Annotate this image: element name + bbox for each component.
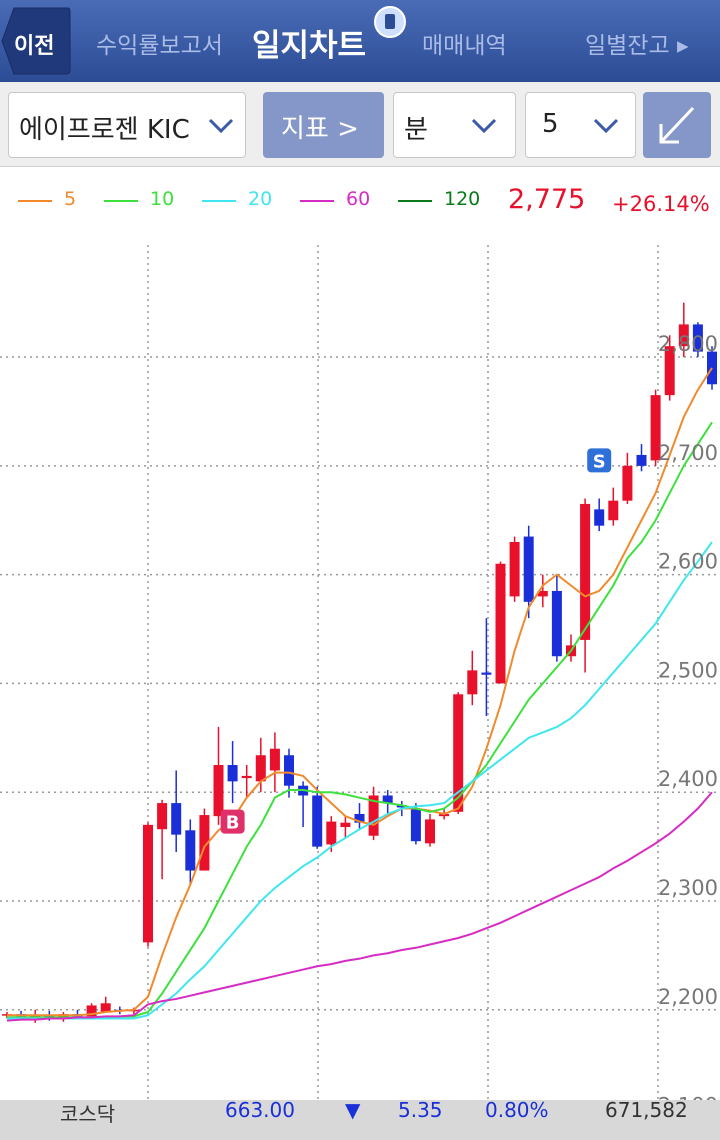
candle-body <box>143 824 153 943</box>
back-button-shape[interactable] <box>0 6 72 76</box>
chevron <box>593 118 619 134</box>
tab[interactable]: 매매내역 <box>422 33 507 59</box>
candle-body <box>213 765 224 817</box>
y-tick-label: 2,700 <box>658 441 718 465</box>
market-arrow: ▼ <box>345 1098 361 1122</box>
legend-swatch <box>18 200 52 202</box>
back-button[interactable]: 이전 <box>14 34 55 59</box>
y-tick-label: 2,200 <box>658 985 718 1009</box>
candle-body <box>368 795 379 836</box>
indicator-button[interactable]: 지표 > <box>263 92 384 158</box>
ma-line <box>7 421 713 1019</box>
chevron <box>208 118 234 134</box>
candle-body <box>241 775 252 779</box>
tab[interactable]: 일별잔고 ▸ <box>585 33 689 59</box>
candle-body <box>678 324 689 347</box>
candle-body <box>608 500 619 521</box>
candle-body <box>481 672 492 675</box>
candle-body <box>425 819 435 844</box>
unit-label: 분 <box>404 115 428 145</box>
candle-body <box>439 813 450 817</box>
candle-body <box>44 1015 55 1018</box>
candle-body <box>269 748 280 771</box>
chart: 2,1002,2002,3002,4002,5002,6002,7002,800… <box>0 245 720 1113</box>
candle-body <box>312 795 323 847</box>
chevron <box>471 118 497 134</box>
candle-body <box>664 346 675 396</box>
y-tick-label: 2,400 <box>658 767 718 791</box>
candle-body <box>453 694 464 812</box>
candle-body <box>255 755 266 782</box>
expand-icon <box>659 106 695 144</box>
y-tick-label: 2,800 <box>658 332 718 356</box>
legend-swatch <box>104 200 138 202</box>
legend-swatch <box>398 200 432 202</box>
market-value: 663.00 <box>225 1098 295 1122</box>
market-change: 5.35 <box>398 1098 443 1122</box>
candle-body <box>537 590 548 597</box>
trade-marker <box>587 448 612 473</box>
candle-body <box>326 821 337 845</box>
candle-body <box>157 803 168 830</box>
ma-line <box>6 791 713 1022</box>
legend-label: 120 <box>444 188 481 210</box>
change-rate: +26.14% <box>612 192 710 216</box>
market-rate: 0.80% <box>485 1098 549 1122</box>
trade-marker <box>220 809 245 834</box>
candle-body <box>509 542 520 597</box>
candle-body <box>523 536 534 602</box>
candle-body <box>650 395 661 461</box>
trade-marker-label: B <box>226 813 240 834</box>
candle-body <box>396 805 407 808</box>
candle-body <box>185 830 196 871</box>
legend-label: 5 <box>64 188 77 210</box>
stock-select[interactable]: 에이프로젠 KIC <box>8 92 246 158</box>
ma-line <box>7 541 713 1020</box>
market-volume: 671,582 <box>605 1098 688 1122</box>
candle-body <box>284 755 294 786</box>
y-tick-label: 2,600 <box>658 550 718 574</box>
candle-body <box>382 795 393 804</box>
candle-body <box>227 765 238 782</box>
price: 2,775 <box>508 184 586 215</box>
trade-marker-label: S <box>593 451 606 472</box>
candle-body <box>495 563 506 684</box>
candle-body <box>636 454 647 466</box>
candle-body <box>551 590 562 657</box>
candle-body <box>467 670 478 695</box>
unit-select[interactable]: 분 <box>393 92 516 158</box>
interval-label: 5 <box>542 109 559 139</box>
y-tick-label: 2,500 <box>658 658 718 682</box>
stock-name: 에이프로젠 KIC <box>19 115 190 145</box>
interval-select[interactable]: 5 <box>525 92 636 158</box>
legend-label: 20 <box>248 188 273 210</box>
ma-line <box>7 367 713 1017</box>
candle-body <box>692 324 703 352</box>
tab-icon <box>374 6 406 38</box>
candle-body <box>100 1003 111 1012</box>
legend-label: 10 <box>150 188 175 210</box>
candle-body <box>354 813 365 823</box>
legend-label: 60 <box>346 188 371 210</box>
tab-active[interactable]: 일지차트 <box>252 28 367 64</box>
y-tick-label: 2,300 <box>658 876 718 900</box>
legend: 5 10 20 60 120 <box>0 166 720 236</box>
nav-bar: 이전 수익률보고서 일지차트 매매내역 일별잔고 ▸ <box>0 0 720 82</box>
indicator-label: 지표 > <box>281 114 359 144</box>
legend-swatch <box>300 200 334 202</box>
candle-body <box>86 1005 97 1017</box>
candle-body <box>171 803 182 835</box>
expand-button[interactable] <box>643 92 711 158</box>
tab[interactable]: 수익률보고서 <box>96 33 223 59</box>
legend-swatch <box>202 200 236 202</box>
candle-body <box>594 509 605 526</box>
candle-body <box>580 503 591 640</box>
footer-bar: 코스닥 663.00 ▼ 5.35 0.80% 671,582 <box>0 1098 720 1140</box>
candle-body <box>199 815 210 871</box>
candle-body <box>410 808 421 842</box>
candle-body <box>622 465 633 501</box>
candle-body <box>340 822 351 828</box>
